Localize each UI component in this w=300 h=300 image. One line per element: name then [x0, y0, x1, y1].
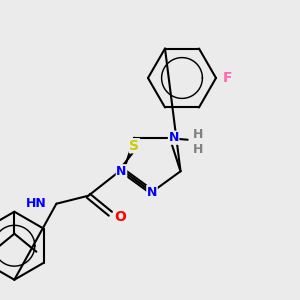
Text: S: S: [129, 139, 140, 153]
Text: F: F: [223, 71, 233, 85]
Text: HN: HN: [26, 197, 46, 210]
Text: N: N: [168, 131, 179, 144]
Text: H: H: [192, 128, 203, 141]
Text: N: N: [147, 185, 157, 199]
Text: N: N: [116, 165, 127, 178]
Text: O: O: [114, 210, 126, 224]
Text: H: H: [192, 143, 203, 156]
